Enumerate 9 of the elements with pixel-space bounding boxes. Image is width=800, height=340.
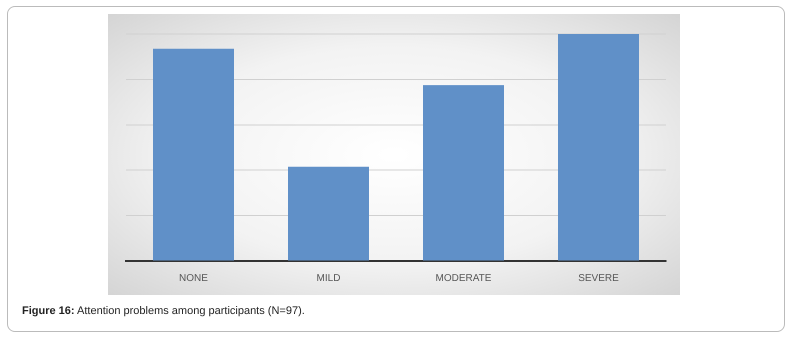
bar bbox=[423, 85, 504, 260]
caption: Figure 16: Attention problems among participants (N=97). bbox=[22, 305, 305, 317]
bar bbox=[288, 166, 369, 260]
x-tick-label: MODERATE bbox=[436, 272, 492, 284]
bar bbox=[153, 48, 234, 260]
x-tick-label: MILD bbox=[316, 272, 340, 284]
bar bbox=[558, 34, 639, 260]
x-tick-label: SEVERE bbox=[578, 272, 620, 284]
x-tick-label: NONE bbox=[179, 272, 208, 284]
